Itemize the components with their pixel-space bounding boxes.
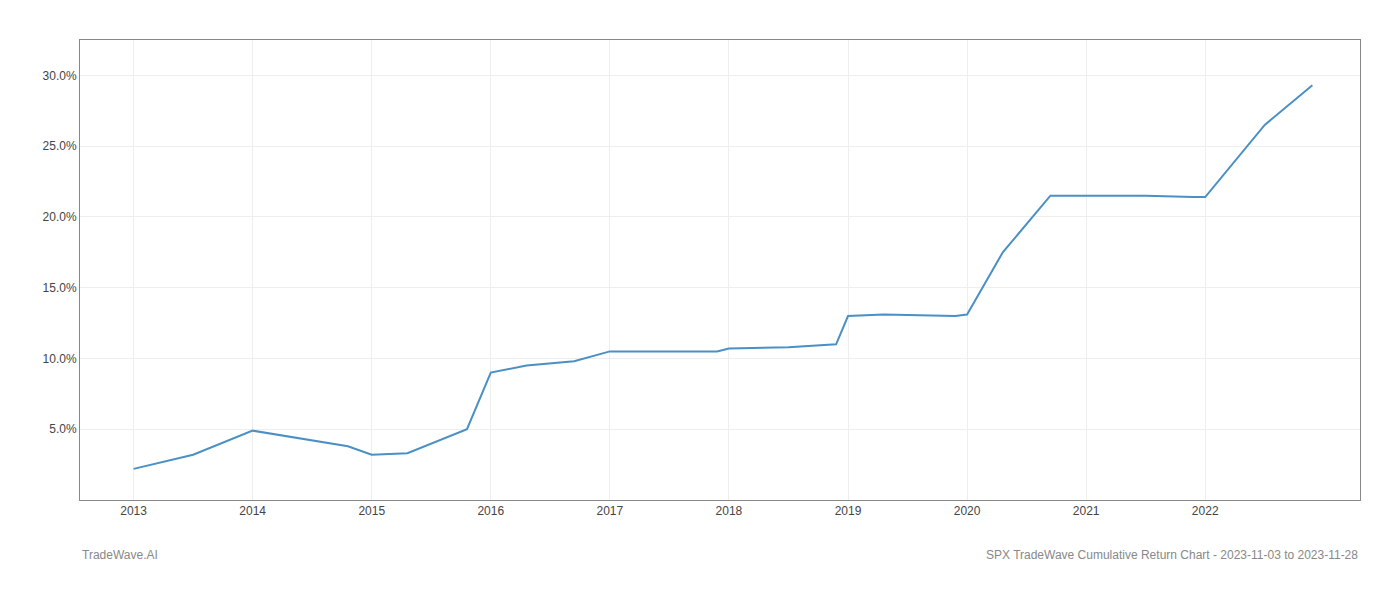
svg-text:2020: 2020 <box>954 504 981 518</box>
svg-text:2017: 2017 <box>597 504 624 518</box>
svg-text:2021: 2021 <box>1073 504 1100 518</box>
svg-text:30.0%: 30.0% <box>43 69 77 83</box>
svg-text:2016: 2016 <box>477 504 504 518</box>
svg-text:SPX TradeWave Cumulative Retur: SPX TradeWave Cumulative Return Chart - … <box>986 548 1358 562</box>
svg-text:2013: 2013 <box>120 504 147 518</box>
svg-text:20.0%: 20.0% <box>43 210 77 224</box>
svg-text:2015: 2015 <box>358 504 385 518</box>
svg-text:10.0%: 10.0% <box>43 352 77 366</box>
svg-text:5.0%: 5.0% <box>49 422 77 436</box>
svg-text:TradeWave.AI: TradeWave.AI <box>82 548 158 562</box>
svg-text:15.0%: 15.0% <box>43 281 77 295</box>
svg-text:2014: 2014 <box>239 504 266 518</box>
svg-text:2018: 2018 <box>716 504 743 518</box>
svg-text:2019: 2019 <box>835 504 862 518</box>
svg-text:25.0%: 25.0% <box>43 139 77 153</box>
svg-text:2022: 2022 <box>1192 504 1219 518</box>
